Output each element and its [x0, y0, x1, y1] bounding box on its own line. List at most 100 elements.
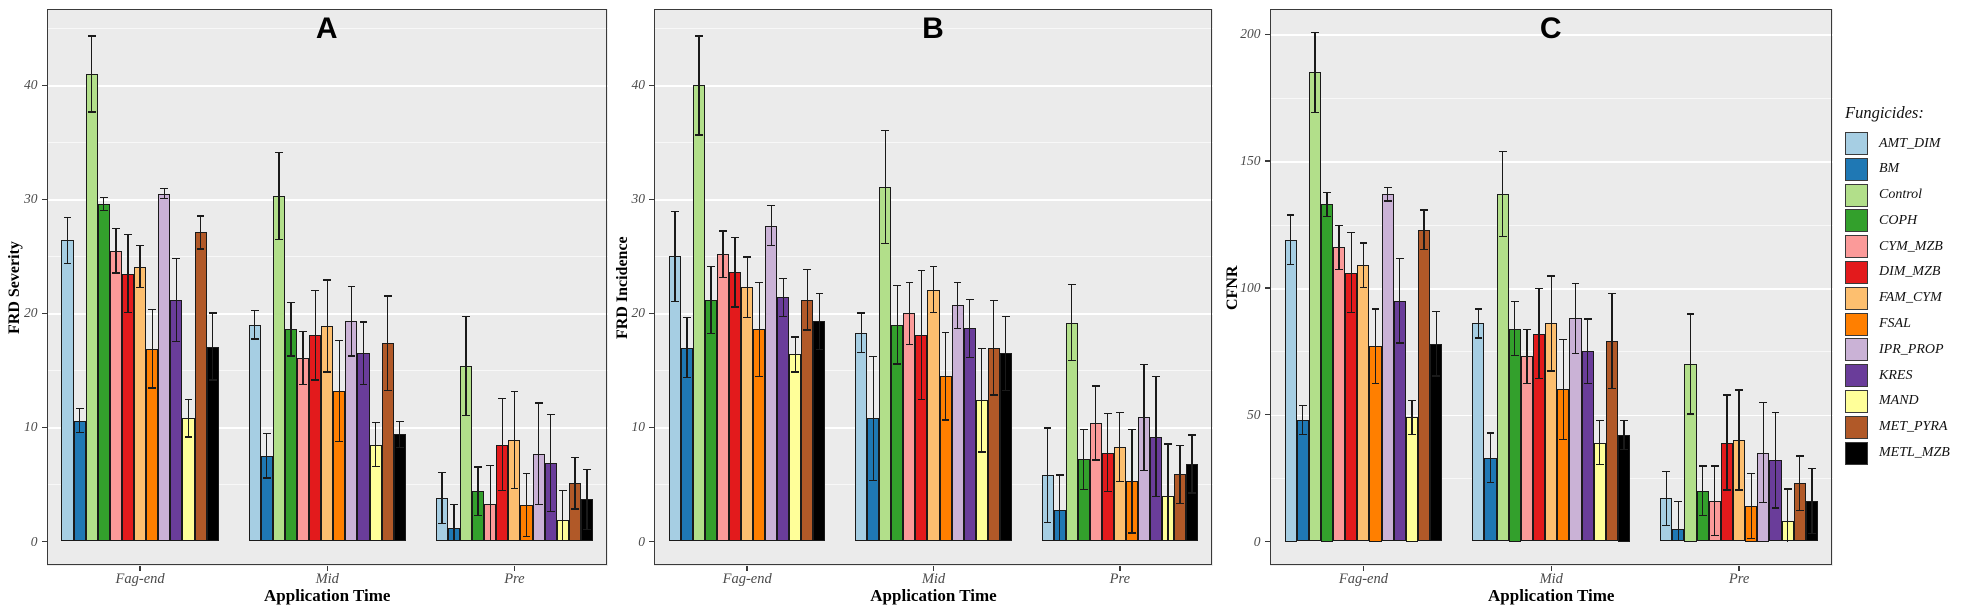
error-cap-top	[558, 490, 567, 492]
bar-C-Fag-end-AMT_DIM	[1284, 239, 1297, 542]
error-cap-bottom	[1127, 532, 1136, 534]
bar-C-Fag-end-COPH	[1320, 204, 1334, 542]
legend-key-CYM_MZB	[1845, 235, 1868, 259]
error-bar	[956, 281, 959, 330]
error-cap-top	[1559, 338, 1568, 340]
error-cap-top	[1547, 275, 1556, 277]
error-cap-bottom	[881, 242, 890, 244]
x-tick-label-Pre: Pre	[1109, 571, 1131, 587]
error-bar	[1046, 427, 1049, 524]
y-tick-label: 0	[638, 533, 645, 549]
error-cap-top	[1359, 242, 1368, 244]
error-bar	[387, 295, 389, 391]
error-cap-bottom	[250, 338, 259, 340]
error-cap-bottom	[1535, 377, 1543, 380]
error-cap-top	[196, 215, 205, 217]
error-cap-top	[474, 466, 483, 468]
error-bar	[1550, 275, 1552, 372]
bar-B-Mid-IPR_PROP	[951, 305, 964, 542]
legend-label-DIM_MZB: DIM_MZB	[1879, 264, 1941, 280]
error-bar	[1143, 363, 1145, 471]
bar-C-Fag-end-FAM_CYM	[1357, 265, 1370, 542]
legend-item-CYM_MZB: CYM_MZB	[1845, 235, 1979, 259]
error-cap-top	[1662, 470, 1671, 472]
bar-A-Fag-end-Control	[85, 73, 98, 542]
error-cap-top	[1152, 376, 1160, 378]
error-bar	[860, 312, 862, 354]
error-bar	[477, 466, 479, 517]
error-cap-top	[124, 233, 132, 235]
error-cap-bottom	[274, 239, 283, 241]
error-bar	[362, 321, 365, 386]
error-cap-bottom	[570, 508, 579, 510]
error-cap-bottom	[87, 111, 96, 113]
error-bar	[489, 465, 491, 542]
error-cap-bottom	[208, 379, 217, 381]
error-cap-top	[1535, 287, 1543, 290]
error-cap-bottom	[1523, 382, 1531, 385]
error-cap-bottom	[160, 198, 169, 200]
error-cap-top	[1323, 191, 1331, 193]
bar-A-Fag-end-FAM_CYM	[134, 266, 147, 542]
error-cap-top	[791, 336, 800, 338]
error-bar	[1179, 444, 1181, 504]
error-bar	[66, 216, 69, 265]
error-bar	[1302, 404, 1304, 435]
error-cap-top	[1079, 428, 1088, 430]
error-bar	[1786, 488, 1789, 542]
error-bar	[674, 210, 676, 303]
legend-item-DIM_MZB: DIM_MZB	[1845, 260, 1979, 284]
bar-B-Fag-end-KRES	[777, 297, 790, 542]
error-cap-bottom	[1079, 488, 1088, 491]
error-cap-top	[1595, 419, 1604, 422]
error-cap-bottom	[583, 528, 591, 531]
error-cap-top	[462, 315, 470, 318]
error-bar	[1411, 399, 1413, 435]
error-cap-bottom	[359, 383, 368, 386]
bar-B-Fag-end-METL_MZB	[813, 321, 826, 542]
error-cap-top	[323, 279, 332, 281]
x-tick	[1119, 566, 1121, 571]
error-cap-bottom	[1747, 537, 1756, 539]
error-bar	[550, 413, 552, 512]
error-cap-top	[335, 339, 344, 341]
error-cap-bottom	[803, 329, 812, 331]
gridline-minor	[46, 142, 608, 144]
error-cap-top	[857, 312, 866, 314]
gridline-minor	[1269, 224, 1833, 226]
error-bar	[211, 312, 214, 381]
legend-label-FSAL: FSAL	[1879, 316, 1911, 332]
error-cap-top	[1620, 419, 1628, 422]
error-bar	[1107, 412, 1109, 493]
error-bar	[944, 331, 947, 421]
gridline-minor	[46, 28, 608, 30]
legend-item-FSAL: FSAL	[1845, 312, 1979, 336]
y-tick	[649, 426, 654, 429]
y-tick	[649, 198, 654, 201]
error-cap-bottom	[917, 398, 926, 401]
legend-title: Fungicides:	[1845, 103, 1924, 122]
bar-A-Fag-end-AMT_DIM	[61, 240, 74, 542]
error-cap-bottom	[510, 487, 519, 490]
error-cap-bottom	[148, 387, 157, 389]
error-bar	[698, 35, 700, 136]
error-cap-top	[869, 355, 878, 357]
legend-item-AMT_DIM: AMT_DIM	[1845, 132, 1979, 155]
gridline-minor	[654, 142, 1213, 144]
error-cap-top	[1808, 467, 1816, 470]
error-bar	[734, 237, 736, 308]
error-cap-bottom	[1620, 448, 1628, 451]
bar-C-Fag-end-MAND	[1405, 417, 1419, 542]
error-cap-bottom	[707, 332, 715, 334]
x-tick-label-Mid: Mid	[1539, 571, 1563, 587]
error-cap-top	[905, 281, 914, 283]
y-tick-label: 100	[1240, 279, 1261, 295]
y-tick-label: 30	[24, 191, 38, 207]
error-cap-top	[1043, 427, 1052, 429]
error-cap-bottom	[347, 355, 356, 357]
x-tick	[513, 566, 516, 571]
error-cap-top	[803, 268, 812, 271]
error-bar	[1623, 419, 1625, 451]
y-axis-title-B: FRD Incidence	[614, 236, 631, 339]
error-bar	[465, 315, 467, 417]
